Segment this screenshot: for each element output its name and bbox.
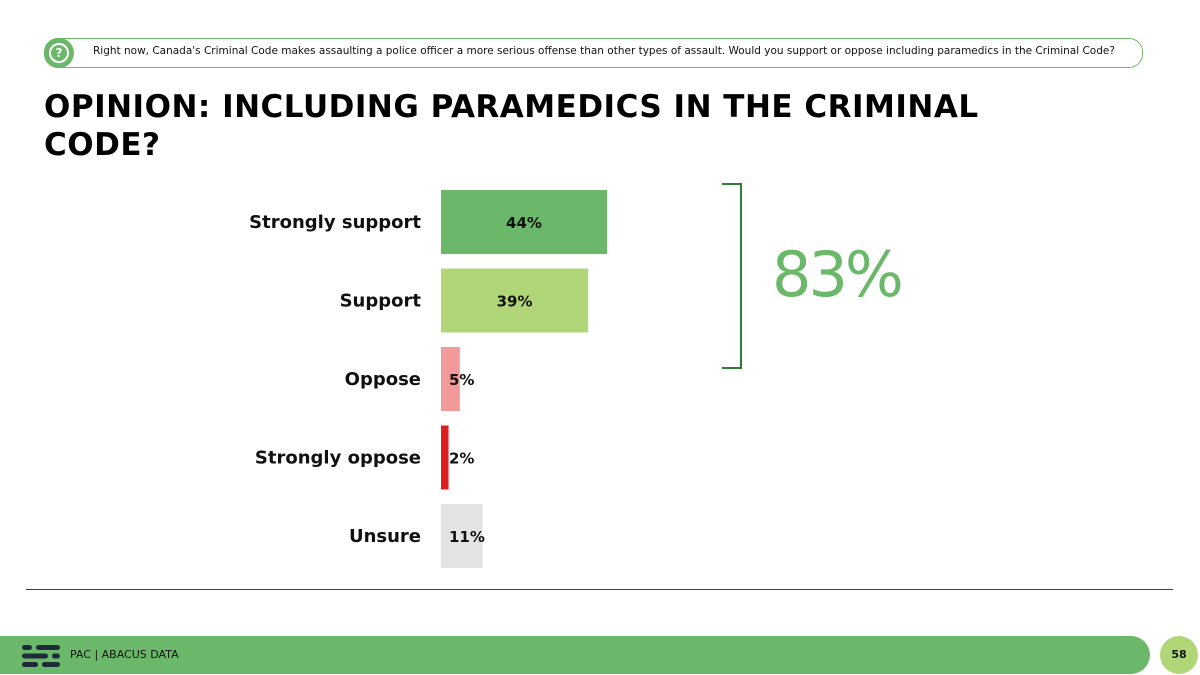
- bar-strongly-support: [441, 190, 607, 254]
- bar-strongly-oppose: [441, 425, 449, 490]
- category-label: Support: [340, 291, 422, 312]
- abacus-logo-icon: [22, 645, 60, 667]
- question-mark-icon: ?: [44, 38, 74, 68]
- value-label: 39%: [497, 293, 533, 311]
- question-box: ? Right now, Canada's Criminal Code make…: [44, 38, 1143, 68]
- bar-unsure: [441, 504, 483, 568]
- page-number: 58: [1160, 636, 1198, 674]
- summary-value: 83%: [772, 238, 904, 311]
- category-label: Unsure: [349, 526, 421, 547]
- value-label: 44%: [506, 214, 542, 232]
- page-title: OPINION: INCLUDING PARAMEDICS IN THE CRI…: [44, 89, 979, 163]
- category-label: Oppose: [345, 369, 421, 390]
- value-label: 11%: [449, 528, 485, 546]
- value-label: 5%: [449, 371, 474, 389]
- question-text: Right now, Canada's Criminal Code makes …: [93, 45, 1115, 57]
- bar-oppose: [441, 347, 460, 411]
- summary-bracket: [722, 183, 742, 369]
- bar-support: [441, 268, 589, 333]
- footer-brand: PAC | ABACUS DATA: [70, 648, 179, 661]
- bar-chart: Strongly support 44% Support 39% Oppose 5% Str…: [249, 183, 742, 568]
- footer-bar: PAC | ABACUS DATA: [0, 636, 1150, 674]
- category-label: Strongly oppose: [255, 448, 421, 469]
- divider: [26, 589, 1173, 590]
- category-label: Strongly support: [249, 212, 421, 233]
- value-label: 2%: [449, 450, 474, 468]
